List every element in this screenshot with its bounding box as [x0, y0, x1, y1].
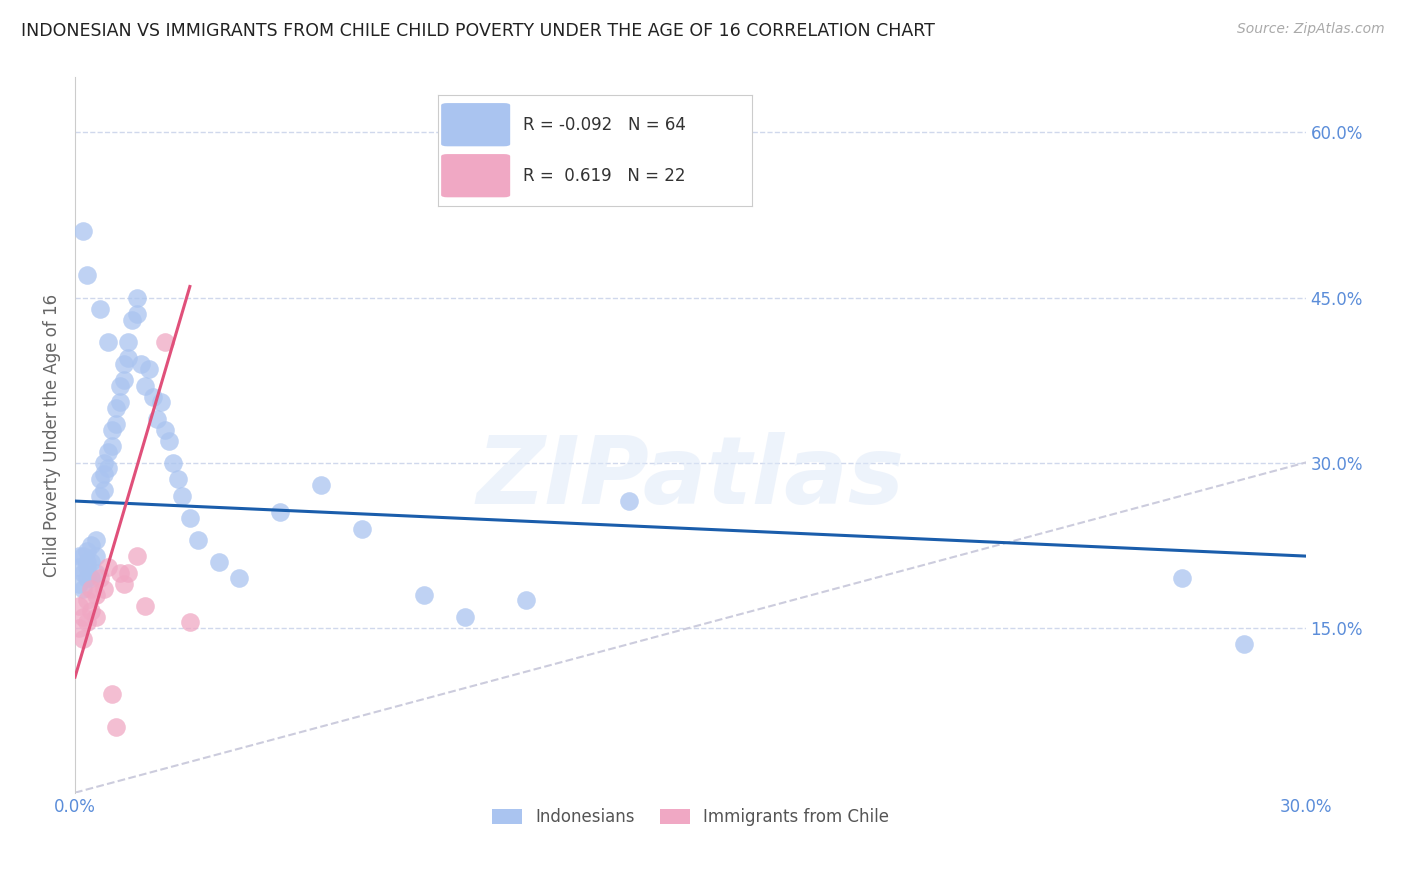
Point	[146, 411, 169, 425]
Point	[179, 615, 201, 629]
Point	[84, 533, 107, 547]
Point	[170, 489, 193, 503]
Point	[105, 401, 128, 415]
Point	[80, 582, 103, 596]
Point	[93, 483, 115, 497]
Point	[67, 621, 90, 635]
Point	[76, 593, 98, 607]
Point	[121, 312, 143, 326]
Point	[150, 395, 173, 409]
Point	[309, 477, 332, 491]
Point	[67, 549, 90, 563]
Point	[142, 390, 165, 404]
Point	[129, 357, 152, 371]
Point	[72, 632, 94, 646]
Point	[166, 472, 188, 486]
Point	[228, 571, 250, 585]
Point	[84, 549, 107, 563]
Point	[108, 566, 131, 580]
Point	[112, 576, 135, 591]
Point	[157, 434, 180, 448]
Point	[76, 555, 98, 569]
Point	[76, 560, 98, 574]
Point	[67, 560, 90, 574]
Y-axis label: Child Poverty Under the Age of 16: Child Poverty Under the Age of 16	[44, 293, 60, 576]
Point	[134, 599, 156, 613]
Point	[112, 357, 135, 371]
Point	[108, 378, 131, 392]
Point	[76, 543, 98, 558]
Point	[187, 533, 209, 547]
Legend: Indonesians, Immigrants from Chile: Indonesians, Immigrants from Chile	[484, 800, 897, 834]
Point	[80, 604, 103, 618]
Point	[72, 225, 94, 239]
Point	[101, 439, 124, 453]
Point	[84, 566, 107, 580]
Point	[179, 510, 201, 524]
Point	[617, 494, 640, 508]
Point	[112, 373, 135, 387]
Point	[97, 560, 120, 574]
Point	[515, 593, 537, 607]
Point	[80, 538, 103, 552]
Point	[97, 334, 120, 349]
Point	[117, 351, 139, 365]
Point	[93, 456, 115, 470]
Point	[93, 467, 115, 481]
Point	[101, 423, 124, 437]
Point	[117, 334, 139, 349]
Point	[207, 555, 229, 569]
Point	[412, 588, 434, 602]
Text: ZIPatlas: ZIPatlas	[477, 432, 904, 524]
Point	[453, 609, 475, 624]
Point	[76, 571, 98, 585]
Point	[105, 417, 128, 431]
Point	[125, 307, 148, 321]
Point	[125, 549, 148, 563]
Point	[67, 599, 90, 613]
Point	[89, 571, 111, 585]
Point	[76, 615, 98, 629]
Point	[97, 461, 120, 475]
Point	[138, 362, 160, 376]
Point	[101, 687, 124, 701]
Point	[117, 566, 139, 580]
Point	[84, 609, 107, 624]
Point	[72, 609, 94, 624]
Point	[155, 423, 177, 437]
Point	[72, 566, 94, 580]
Point	[162, 456, 184, 470]
Point	[352, 522, 374, 536]
Point	[269, 505, 291, 519]
Point	[80, 555, 103, 569]
Point	[97, 444, 120, 458]
Point	[105, 720, 128, 734]
Point	[84, 588, 107, 602]
Point	[80, 571, 103, 585]
Point	[89, 472, 111, 486]
Text: Source: ZipAtlas.com: Source: ZipAtlas.com	[1237, 22, 1385, 37]
Point	[72, 549, 94, 563]
Text: INDONESIAN VS IMMIGRANTS FROM CHILE CHILD POVERTY UNDER THE AGE OF 16 CORRELATIO: INDONESIAN VS IMMIGRANTS FROM CHILE CHIL…	[21, 22, 935, 40]
Point	[93, 582, 115, 596]
Point	[76, 268, 98, 283]
Point	[72, 582, 94, 596]
Point	[89, 301, 111, 316]
Point	[125, 291, 148, 305]
Point	[89, 489, 111, 503]
Point	[1233, 637, 1256, 651]
Point	[1171, 571, 1194, 585]
Point	[155, 334, 177, 349]
Point	[134, 378, 156, 392]
Point	[67, 576, 90, 591]
Point	[108, 395, 131, 409]
